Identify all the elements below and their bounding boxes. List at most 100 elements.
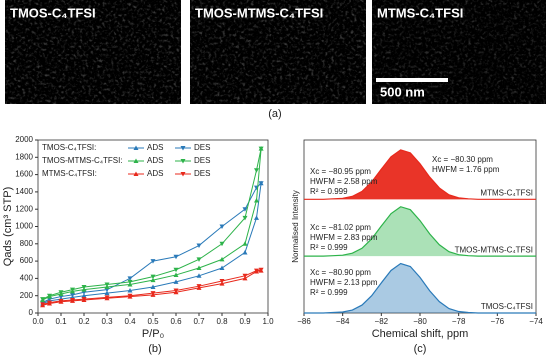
marker [40, 297, 46, 302]
x-tick-label: −80 [413, 317, 427, 326]
legend-label: DES [194, 156, 210, 165]
y-tick-label: 1800 [15, 152, 33, 161]
marker [258, 267, 264, 273]
legend-label: DES [194, 143, 210, 152]
x-tick-label: 1.0 [262, 317, 274, 326]
series-label: TMOS-C₄TFSI [481, 302, 533, 311]
y-tick-label: 800 [20, 239, 34, 248]
annotation: Xc = −81.02 ppm [310, 223, 371, 232]
annotation: Xc = −80.95 ppm [310, 167, 371, 176]
marker [127, 276, 133, 281]
y-axis-label: Normalised Intensity [291, 190, 300, 262]
annotation: HWFM = 2.13 ppm [310, 278, 378, 287]
x-tick-label: 0.2 [78, 317, 90, 326]
marker [254, 268, 259, 274]
series-line [42, 182, 262, 304]
legend-marker [133, 158, 139, 163]
marker [196, 243, 202, 249]
marker [150, 274, 156, 280]
marker [104, 282, 110, 287]
marker [104, 290, 110, 296]
x-tick-label: −82 [375, 317, 389, 326]
legend-marker [180, 172, 186, 177]
series-label: MTMS-C₄TFSI [480, 188, 533, 197]
x-tick-label: 0.4 [124, 317, 136, 326]
panel-label: (c) [414, 343, 427, 355]
y-tick-label: 200 [20, 291, 34, 300]
annotation: R² = 0.999 [310, 243, 348, 252]
image-label: TMOS-C₄TFSI [10, 5, 96, 20]
marker [242, 207, 248, 212]
marker [40, 302, 46, 307]
marker [58, 290, 64, 295]
legend-label: ADS [147, 169, 163, 178]
legend-label: DES [194, 169, 210, 178]
x-tick-label: −78 [452, 317, 466, 326]
series-line [304, 149, 536, 200]
legend-marker [133, 145, 139, 150]
image-label: TMOS-MTMS-C₄TFSI [195, 5, 323, 20]
y-tick-label: 1400 [15, 187, 33, 196]
x-tick-label: 0.1 [55, 317, 67, 326]
legend-label: ADS [147, 143, 163, 152]
series-area [304, 263, 536, 313]
x-tick-label: −86 [297, 317, 311, 326]
marker [254, 215, 259, 220]
marker [150, 291, 156, 296]
marker [173, 288, 179, 294]
x-tick-label: 0.0 [32, 317, 44, 326]
series-area [304, 149, 536, 200]
sem-texture [190, 0, 366, 104]
marker [81, 293, 87, 298]
y-tick-label: 1600 [15, 170, 33, 179]
marker [173, 279, 179, 284]
y-tick-label: 2000 [15, 135, 33, 144]
scale-bar [376, 78, 448, 82]
x-tick-label: 0.9 [239, 317, 251, 326]
marker [258, 146, 264, 152]
x-tick-label: 0.6 [170, 317, 182, 326]
x-axis-label: Chemical shift, ppm [372, 328, 469, 340]
sem-texture [5, 0, 181, 104]
series-line [304, 206, 536, 257]
sem-images: TMOS-C₄TFSI TMOS-MTMS-C₄TFSI MTMS-C₄TFSI… [5, 0, 546, 104]
legend-group: TMOS-C₄TFSI: [42, 143, 96, 152]
y-tick-label: 0 [29, 308, 34, 317]
annotation: HWFM = 2.83 ppm [310, 233, 378, 242]
marker [173, 254, 179, 260]
legend-marker [180, 159, 186, 164]
marker [104, 295, 110, 300]
series-line [304, 262, 536, 314]
marker [127, 288, 133, 293]
y-tick-label: 1200 [15, 204, 33, 213]
panel-label: (b) [148, 343, 161, 355]
marker [242, 215, 248, 221]
marker [150, 259, 156, 264]
series-line [42, 269, 262, 305]
marker [196, 257, 202, 262]
x-tick-label: −74 [529, 317, 543, 326]
marker [58, 298, 64, 304]
marker [81, 285, 87, 290]
annotation: Xc = −80.30 ppm [432, 155, 493, 164]
x-tick-label: −84 [336, 317, 350, 326]
marker [258, 181, 264, 186]
marker [173, 272, 179, 277]
annotation: HWFM = 1.76 ppm [432, 165, 500, 174]
legend-marker [180, 146, 186, 151]
sem-texture [372, 0, 546, 104]
x-tick-label: 0.5 [147, 317, 159, 326]
marker [242, 241, 248, 246]
image-label: MTMS-C₄TFSI [377, 5, 463, 20]
marker [242, 249, 248, 255]
marker [219, 224, 225, 229]
marker [70, 292, 75, 298]
y-tick-label: 400 [20, 274, 34, 283]
legend-label: ADS [147, 156, 163, 165]
legend-marker [133, 171, 139, 176]
marker [219, 241, 225, 247]
scale-bar-label: 500 nm [380, 84, 425, 99]
x-tick-label: 0.3 [101, 317, 113, 326]
marker [196, 284, 202, 289]
x-tick-label: 0.7 [193, 317, 205, 326]
